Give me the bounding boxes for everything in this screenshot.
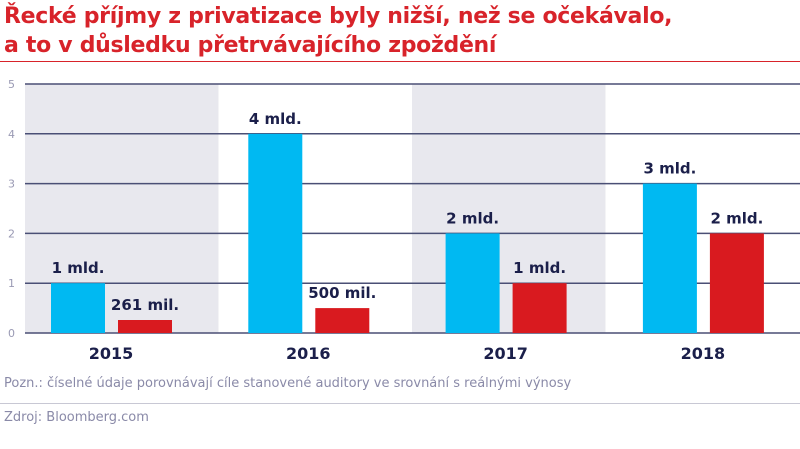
chart-title: Řecké příjmy z privatizace byly nižší, n… <box>4 2 673 60</box>
y-tick-label: 1 <box>8 277 15 290</box>
y-tick-label: 2 <box>8 227 15 240</box>
bar-chart: 0 1 2 3 4 5 1 mld. 261 mil. 2015 4 mld. 500 mil. 20… <box>8 78 800 363</box>
data-label: 500 mil. <box>308 284 376 302</box>
x-tick-label: 2018 <box>681 344 726 363</box>
data-label: 2 mld. <box>446 209 499 227</box>
y-tick-label: 4 <box>8 128 15 141</box>
x-tick-label: 2017 <box>483 344 528 363</box>
bar-2016-target <box>248 133 303 333</box>
title-line-2: a to v důsledku přetrvávajícího zpoždění <box>4 33 497 58</box>
bar-2017-actual <box>512 283 567 333</box>
bar-2018-target <box>642 183 697 333</box>
bar-2018-actual <box>709 233 764 333</box>
chart-note: Pozn.: číselné údaje porovnávají cíle st… <box>4 376 572 391</box>
x-tick-label: 2015 <box>89 344 134 363</box>
title-divider <box>0 61 800 62</box>
x-tick-label: 2016 <box>286 344 331 363</box>
y-tick-label: 0 <box>8 327 15 340</box>
data-label: 261 mil. <box>111 296 179 314</box>
bar-2017-target <box>445 233 500 333</box>
y-tick-label: 3 <box>8 178 15 191</box>
footer-divider <box>0 403 800 404</box>
chart-source: Zdroj: Bloomberg.com <box>4 410 149 425</box>
bar-2015-actual <box>118 320 172 333</box>
bar-2016-actual <box>315 308 370 333</box>
title-line-1: Řecké příjmy z privatizace byly nižší, n… <box>4 4 673 29</box>
bar-2015-target <box>51 283 105 333</box>
data-label: 1 mld. <box>52 259 105 277</box>
data-label: 2 mld. <box>710 209 763 227</box>
y-tick-label: 5 <box>8 78 15 91</box>
data-label: 1 mld. <box>513 259 566 277</box>
data-label: 3 mld. <box>643 160 696 178</box>
data-label: 4 mld. <box>249 110 302 128</box>
category-band <box>412 84 606 333</box>
